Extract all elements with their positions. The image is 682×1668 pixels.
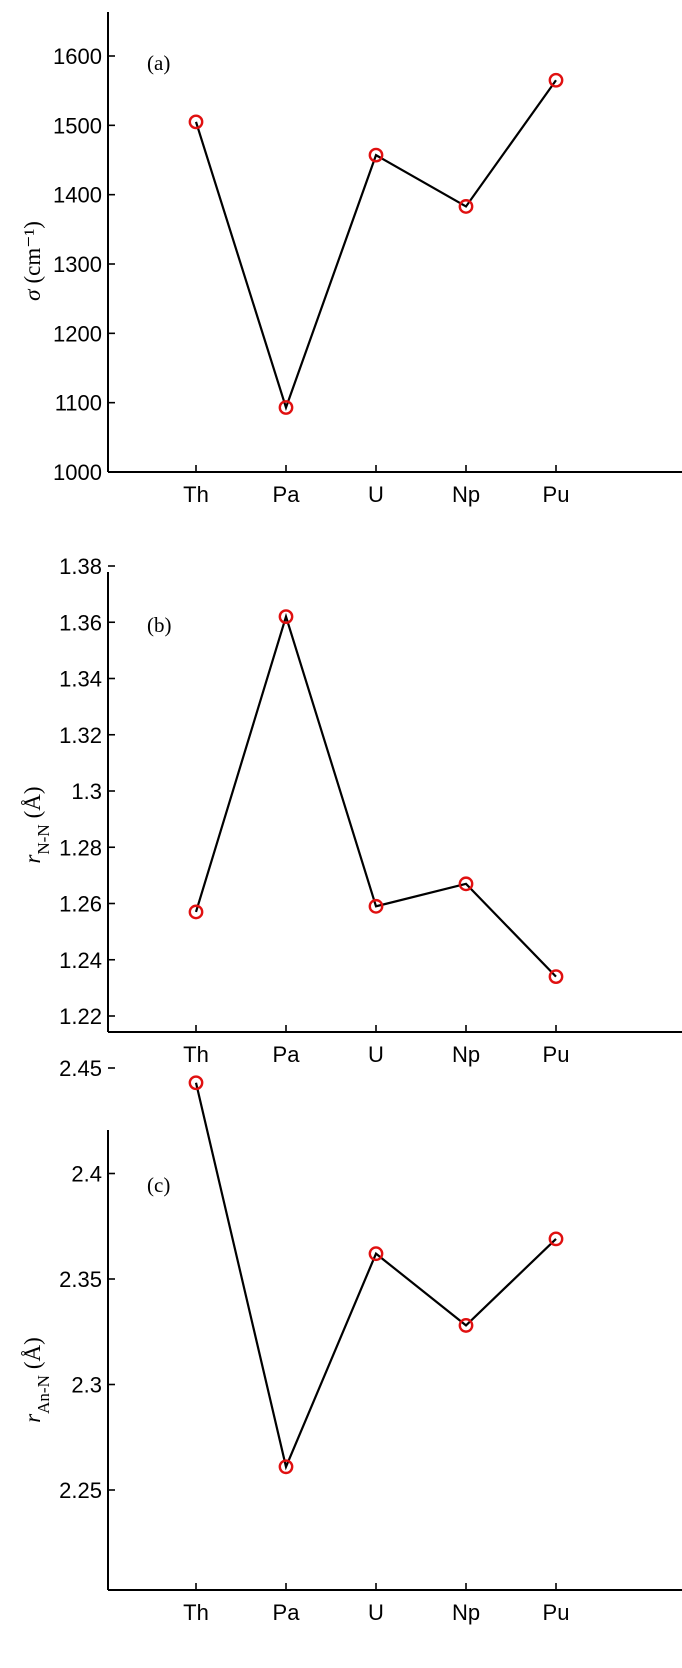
data-point-marker <box>188 114 204 130</box>
panel-a-ylabel-unit: (cm⁻¹) <box>20 221 45 283</box>
y-tick-label: 1000 <box>53 460 102 485</box>
y-tick-label: 1.32 <box>59 723 102 748</box>
x-tick-label: U <box>368 1600 384 1625</box>
panel-c-ylabel-symbol: r <box>20 1413 45 1423</box>
y-tick-label: 1100 <box>55 391 102 416</box>
y-tick-label: 2.35 <box>59 1267 102 1292</box>
panel-a-chart: (a) σ (cm⁻¹) 1000 1100 1200 1300 1400 1500 1600… <box>20 12 682 507</box>
series-line <box>194 1082 557 1471</box>
x-tick-label: Np <box>452 1600 480 1625</box>
x-tick-label: Pu <box>543 482 570 507</box>
y-tick-label: 1.28 <box>59 835 102 860</box>
y-tick-label: 1.3 <box>71 779 102 804</box>
x-tick-label: Pu <box>543 1042 570 1067</box>
panel-a-ylabel-symbol: σ <box>20 288 45 301</box>
x-tick-label: Pu <box>543 1600 570 1625</box>
data-point-marker <box>188 904 204 920</box>
y-tick-label: 1.24 <box>59 948 102 973</box>
x-tick-label: Pa <box>273 482 301 507</box>
y-tick-label: 1200 <box>53 321 102 346</box>
panel-c-chart: (c) rAn-N (Å) 2.25 2.3 2.35 2.4 2.45 Th Pa U Np Pu <box>20 1056 682 1625</box>
x-tick-label: Th <box>183 1600 209 1625</box>
data-point-marker <box>458 199 474 214</box>
x-tick-label: Th <box>183 1042 209 1067</box>
x-tick-label: Np <box>452 1042 480 1067</box>
series-line <box>194 612 557 978</box>
data-point-marker <box>548 72 564 88</box>
panel-c-y-axis-label: rAn-N (Å) <box>20 1337 53 1423</box>
y-tick-label: 1300 <box>53 252 102 277</box>
x-tick-label: U <box>368 1042 384 1067</box>
data-point-marker <box>368 898 384 914</box>
panel-b-ylabel-subscript: N-N <box>34 824 53 854</box>
panel-b-ylabel-unit: (Å) <box>20 786 45 818</box>
y-tick-label: 1500 <box>53 113 102 138</box>
data-point-marker <box>278 609 294 625</box>
data-point-marker <box>368 1246 384 1262</box>
panel-c-ylabel-unit: (Å) <box>20 1337 45 1369</box>
data-point-marker <box>368 147 384 163</box>
data-point-marker <box>458 876 474 892</box>
y-tick-label: 2.3 <box>71 1373 102 1398</box>
data-point-marker <box>188 1075 204 1091</box>
panel-a-y-axis-label: σ (cm⁻¹) <box>20 221 45 301</box>
data-point-marker <box>458 1318 474 1333</box>
panel-c-ylabel-subscript: An-N <box>34 1375 53 1414</box>
y-tick-label: 1.36 <box>59 610 102 635</box>
y-tick-label: 2.4 <box>71 1162 102 1187</box>
y-tick-label: 1.34 <box>59 667 102 692</box>
x-tick-label: Th <box>183 482 209 507</box>
panel-b-chart: (b) rN-N (Å) 1.22 1.24 1.26 1.28 1.3 1.32 1.34 1… <box>20 554 682 1067</box>
y-tick-label: 2.25 <box>59 1478 102 1503</box>
x-tick-label: U <box>368 482 384 507</box>
panel-b-ylabel-symbol: r <box>20 854 45 864</box>
panel-b-y-axis-label: rN-N (Å) <box>20 786 53 863</box>
y-tick-label: 1.22 <box>59 1004 102 1029</box>
panel-b-label: (b) <box>147 613 172 637</box>
y-tick-label: 1.26 <box>59 892 102 917</box>
data-point-marker <box>278 400 294 415</box>
x-tick-label: Pa <box>273 1600 301 1625</box>
panel-c-label: (c) <box>147 1173 170 1197</box>
series-line <box>194 79 557 411</box>
data-point-marker <box>278 1459 294 1475</box>
panel-a-label: (a) <box>147 51 170 75</box>
y-tick-label: 1600 <box>53 44 102 69</box>
data-point-marker <box>548 969 564 985</box>
x-tick-label: Np <box>452 482 480 507</box>
y-tick-label: 1400 <box>53 183 102 208</box>
data-point-marker <box>548 1231 564 1247</box>
y-tick-label: 2.45 <box>59 1056 102 1081</box>
y-tick-label: 1.38 <box>59 554 102 579</box>
x-tick-label: Pa <box>273 1042 301 1067</box>
